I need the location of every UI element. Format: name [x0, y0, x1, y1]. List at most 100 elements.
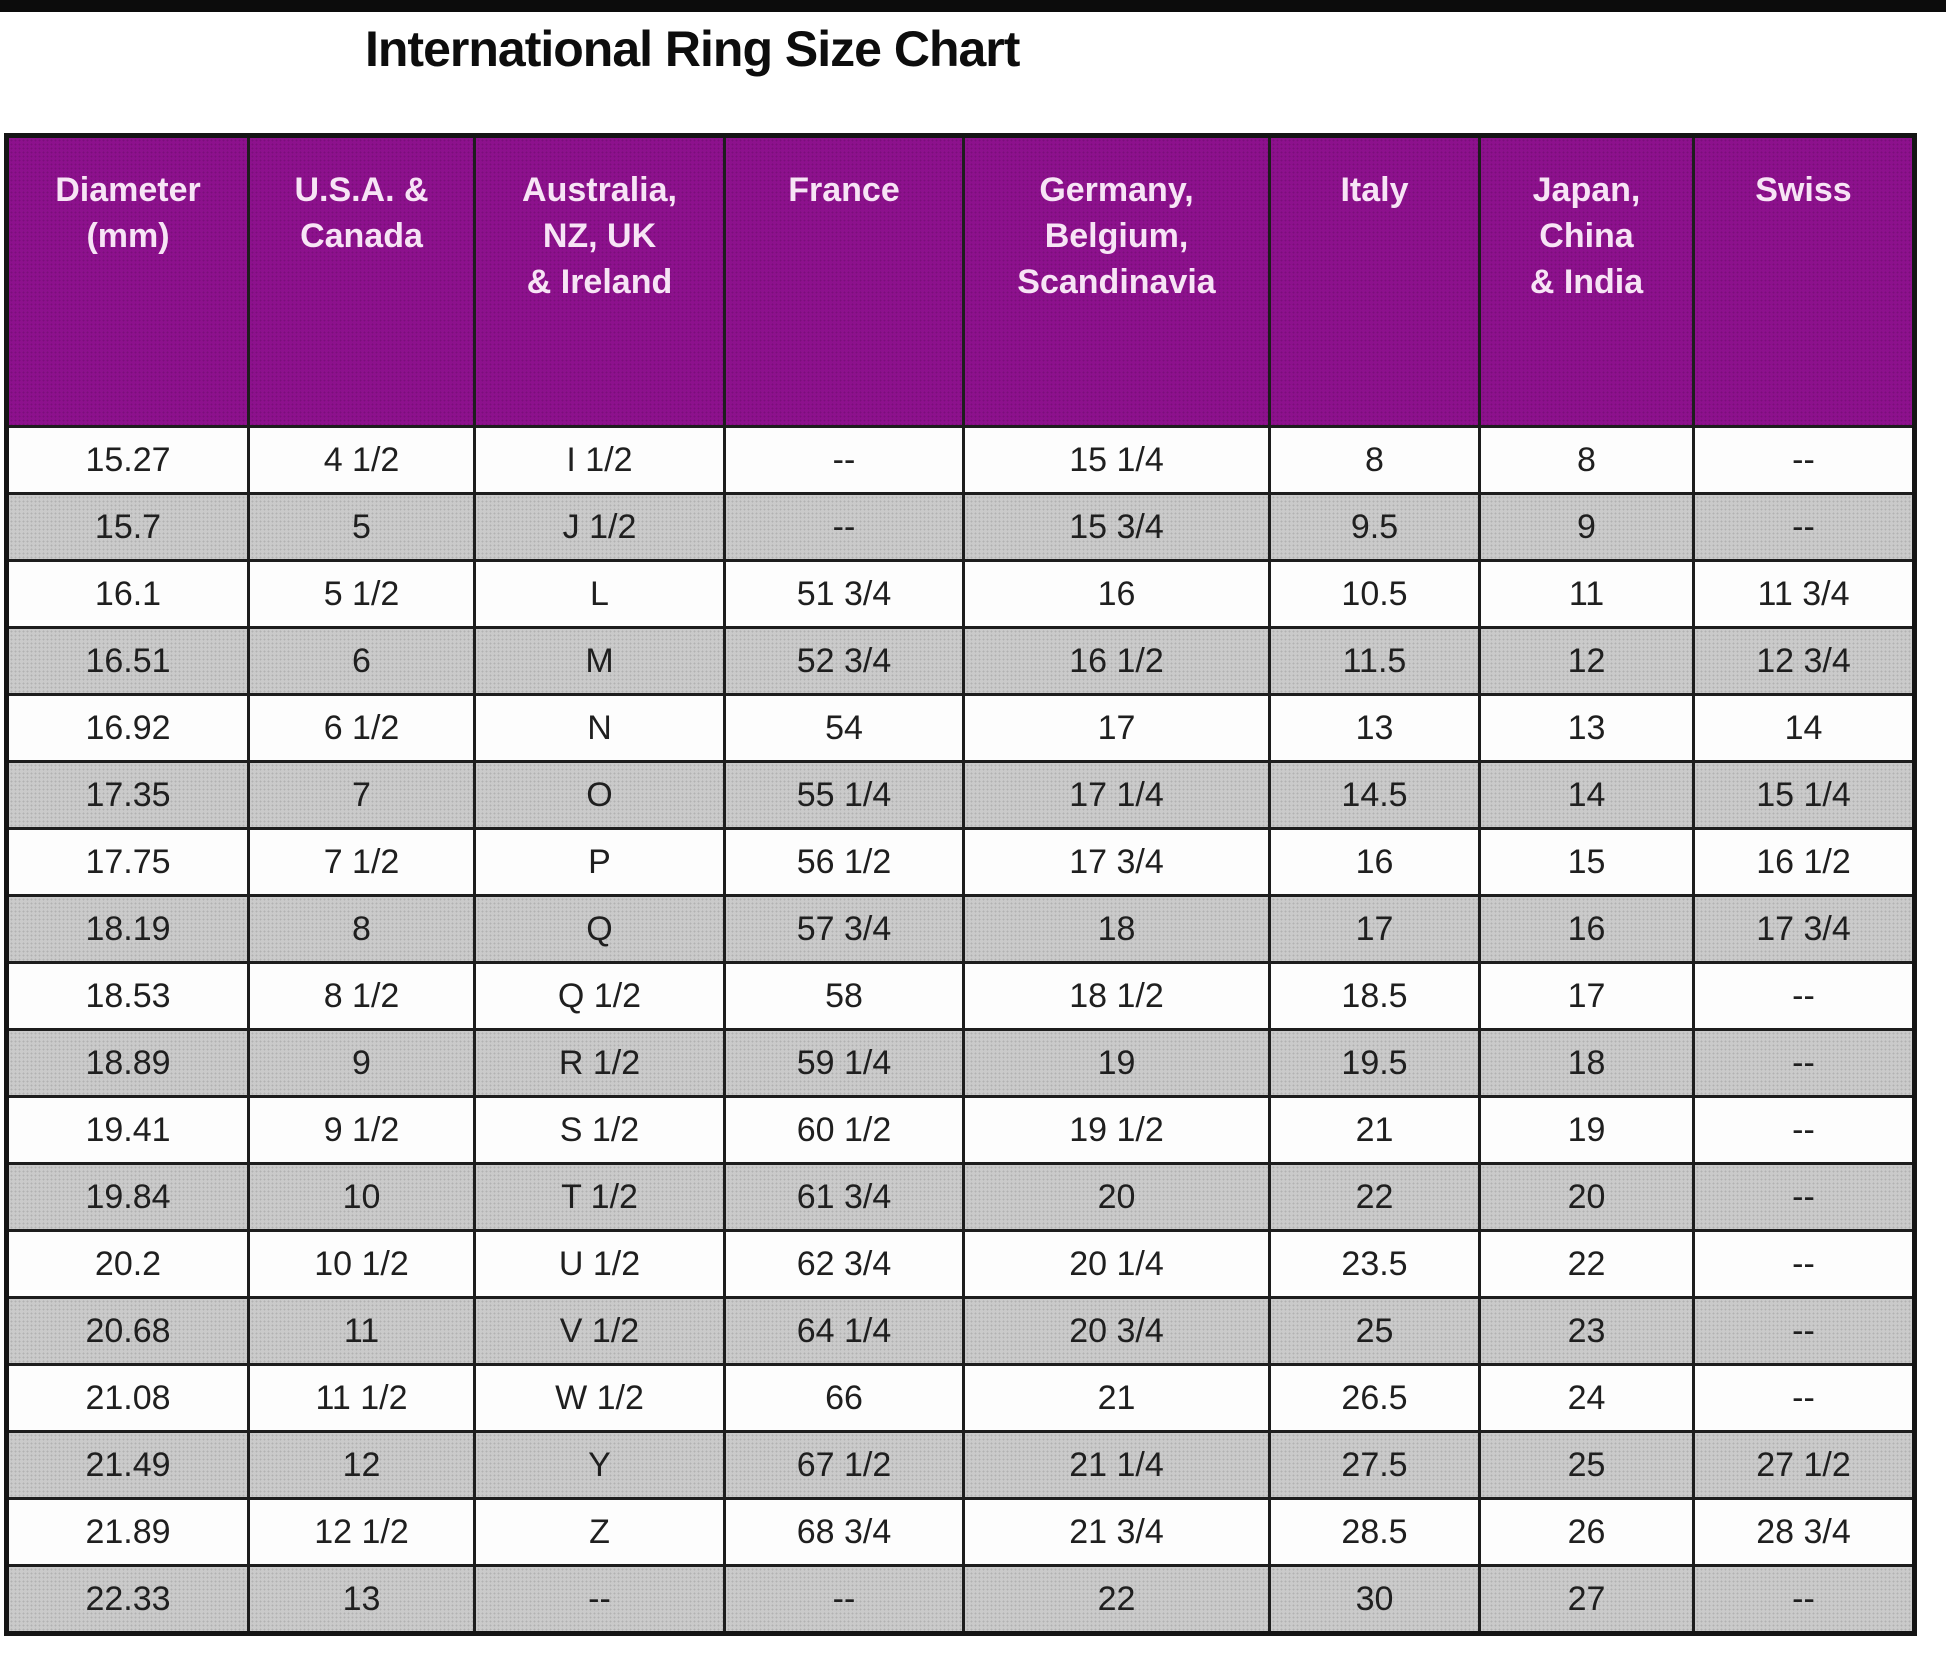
table-cell: 19.41 [5, 1095, 250, 1165]
table-cell: N [473, 693, 726, 763]
table-cell: 5 1/2 [247, 559, 476, 629]
table-cell: 19.5 [1268, 1028, 1481, 1098]
table-cell: 21.08 [5, 1363, 250, 1433]
table-cell: 55 1/4 [723, 760, 965, 830]
table-cell: 19.84 [5, 1162, 250, 1232]
table-cell: 10 1/2 [247, 1229, 476, 1299]
column-header-japan-china-india: Japan, China & India [1478, 134, 1695, 428]
table-cell: 7 [247, 760, 476, 830]
table-cell: 18.53 [5, 961, 250, 1031]
table-cell: 9 1/2 [247, 1095, 476, 1165]
table-row: 22.33 13 -- -- 22 30 27 -- [5, 1564, 1916, 1635]
table-row: 18.19 8 Q 57 3/4 18 17 16 17 3/4 [5, 894, 1916, 964]
table-cell: -- [1692, 1564, 1916, 1635]
table-row: 15.7 5 J 1/2 -- 15 3/4 9.5 9 -- [5, 492, 1916, 562]
table-cell: 19 1/2 [962, 1095, 1271, 1165]
table-cell: 20.68 [5, 1296, 250, 1366]
table-cell: -- [723, 1564, 965, 1635]
table-cell: 11 1/2 [247, 1363, 476, 1433]
table-cell: 22 [1478, 1229, 1695, 1299]
table-cell: Z [473, 1497, 726, 1567]
column-header-france: France [723, 134, 965, 428]
table-cell: 21.49 [5, 1430, 250, 1500]
table-cell: 27.5 [1268, 1430, 1481, 1500]
table-cell: 13 [247, 1564, 476, 1635]
table-cell: 14.5 [1268, 760, 1481, 830]
table-cell: 21 3/4 [962, 1497, 1271, 1567]
table-cell: -- [1692, 1296, 1916, 1366]
table-cell: 8 [1478, 425, 1695, 495]
table-cell: L [473, 559, 726, 629]
table-cell: 17 [1478, 961, 1695, 1031]
table-cell: 18.19 [5, 894, 250, 964]
table-cell: -- [1692, 1095, 1916, 1165]
table-cell: R 1/2 [473, 1028, 726, 1098]
column-header-diameter-mm: Diameter (mm) [5, 134, 250, 428]
table-row: 18.53 8 1/2 Q 1/2 58 18 1/2 18.5 17 -- [5, 961, 1916, 1031]
table-cell: 67 1/2 [723, 1430, 965, 1500]
column-header-swiss: Swiss [1692, 134, 1916, 428]
table-cell: 17 [962, 693, 1271, 763]
table-cell: 60 1/2 [723, 1095, 965, 1165]
table-cell: -- [723, 492, 965, 562]
table-cell: 58 [723, 961, 965, 1031]
table-cell: 18 [962, 894, 1271, 964]
table-cell: 12 [1478, 626, 1695, 696]
table-cell: -- [1692, 1363, 1916, 1433]
table-cell: 18.5 [1268, 961, 1481, 1031]
table-cell: 11.5 [1268, 626, 1481, 696]
table-cell: 17 3/4 [1692, 894, 1916, 964]
table-cell: 7 1/2 [247, 827, 476, 897]
table-cell: 22.33 [5, 1564, 250, 1635]
table-cell: O [473, 760, 726, 830]
table-cell: 16 [962, 559, 1271, 629]
table-row: 16.92 6 1/2 N 54 17 13 13 14 [5, 693, 1916, 763]
table-cell: 17 1/4 [962, 760, 1271, 830]
table-cell: 51 3/4 [723, 559, 965, 629]
table-cell: 23.5 [1268, 1229, 1481, 1299]
table-row: 18.89 9 R 1/2 59 1/4 19 19.5 18 -- [5, 1028, 1916, 1098]
column-header-usa-canada: U.S.A. & Canada [247, 134, 476, 428]
table-cell: 17 [1268, 894, 1481, 964]
table-cell: 25 [1268, 1296, 1481, 1366]
table-cell: 19 [1478, 1095, 1695, 1165]
table-cell: 21 [962, 1363, 1271, 1433]
table-cell: 11 [247, 1296, 476, 1366]
column-header-italy: Italy [1268, 134, 1481, 428]
table-cell: 12 3/4 [1692, 626, 1916, 696]
table-row: 21.08 11 1/2 W 1/2 66 21 26.5 24 -- [5, 1363, 1916, 1433]
table-cell: 16.1 [5, 559, 250, 629]
table-cell: 22 [1268, 1162, 1481, 1232]
table-cell: J 1/2 [473, 492, 726, 562]
header-row: Diameter (mm) U.S.A. & Canada Australia,… [5, 134, 1916, 428]
table-cell: 21 1/4 [962, 1430, 1271, 1500]
table-cell: 8 1/2 [247, 961, 476, 1031]
table-cell: 27 [1478, 1564, 1695, 1635]
table-row: 19.41 9 1/2 S 1/2 60 1/2 19 1/2 21 19 -- [5, 1095, 1916, 1165]
table-row: 20.68 11 V 1/2 64 1/4 20 3/4 25 23 -- [5, 1296, 1916, 1366]
table-cell: 28.5 [1268, 1497, 1481, 1567]
table-cell: 14 [1478, 760, 1695, 830]
table-cell: 17.35 [5, 760, 250, 830]
table-cell: Q [473, 894, 726, 964]
table-cell: -- [1692, 1028, 1916, 1098]
table-cell: 25 [1478, 1430, 1695, 1500]
table-cell: 12 1/2 [247, 1497, 476, 1567]
table-cell: 27 1/2 [1692, 1430, 1916, 1500]
table-cell: 66 [723, 1363, 965, 1433]
table-cell: 59 1/4 [723, 1028, 965, 1098]
table-cell: 56 1/2 [723, 827, 965, 897]
table-cell: 17 3/4 [962, 827, 1271, 897]
table-cell: 15 1/4 [962, 425, 1271, 495]
table-row: 21.49 12 Y 67 1/2 21 1/4 27.5 25 27 1/2 [5, 1430, 1916, 1500]
table-cell: 68 3/4 [723, 1497, 965, 1567]
table-cell: 8 [1268, 425, 1481, 495]
table-row: 16.51 6 M 52 3/4 16 1/2 11.5 12 12 3/4 [5, 626, 1916, 696]
top-border-bar [0, 0, 1946, 12]
table-cell: 18.89 [5, 1028, 250, 1098]
table-row: 17.35 7 O 55 1/4 17 1/4 14.5 14 15 1/4 [5, 760, 1916, 830]
table-cell: 26.5 [1268, 1363, 1481, 1433]
table-cell: 21.89 [5, 1497, 250, 1567]
table-cell: 22 [962, 1564, 1271, 1635]
table-row: 17.75 7 1/2 P 56 1/2 17 3/4 16 15 16 1/2 [5, 827, 1916, 897]
